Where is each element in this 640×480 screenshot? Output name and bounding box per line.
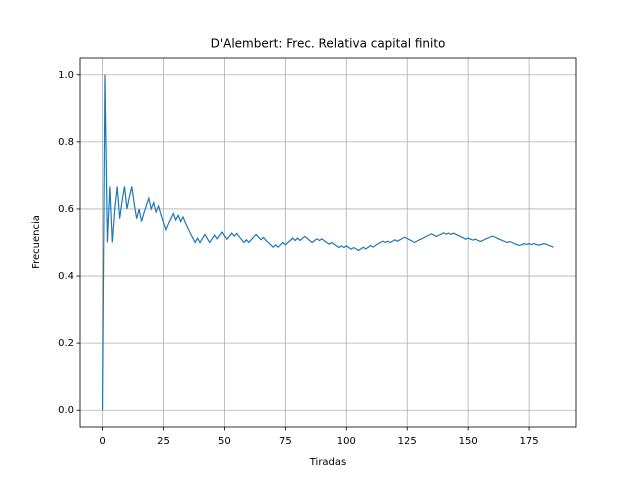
y-tick-label: 0.2 bbox=[58, 338, 74, 349]
x-tick-label: 125 bbox=[398, 436, 417, 447]
plot-frame bbox=[79, 57, 577, 428]
x-tick-label: 0 bbox=[99, 436, 105, 447]
chart-title: D'Alembert: Frec. Relativa capital finit… bbox=[211, 37, 446, 51]
y-tick-label: 1.0 bbox=[58, 70, 74, 81]
x-tick-label: 175 bbox=[520, 436, 539, 447]
x-tick-label: 150 bbox=[459, 436, 478, 447]
y-axis-label: Frecuencia bbox=[31, 215, 42, 269]
data-line bbox=[101, 74, 554, 411]
y-tick-label: 0.0 bbox=[58, 405, 74, 416]
x-tick-label: 100 bbox=[337, 436, 356, 447]
y-tick-label: 0.6 bbox=[58, 204, 74, 215]
y-tick-label: 0.8 bbox=[58, 137, 74, 148]
y-tick-label: 0.4 bbox=[58, 271, 74, 282]
x-tick-label: 50 bbox=[218, 436, 231, 447]
x-axis-label: Tiradas bbox=[309, 457, 347, 468]
x-tick-label: 25 bbox=[157, 436, 170, 447]
x-tick-label: 75 bbox=[279, 436, 292, 447]
